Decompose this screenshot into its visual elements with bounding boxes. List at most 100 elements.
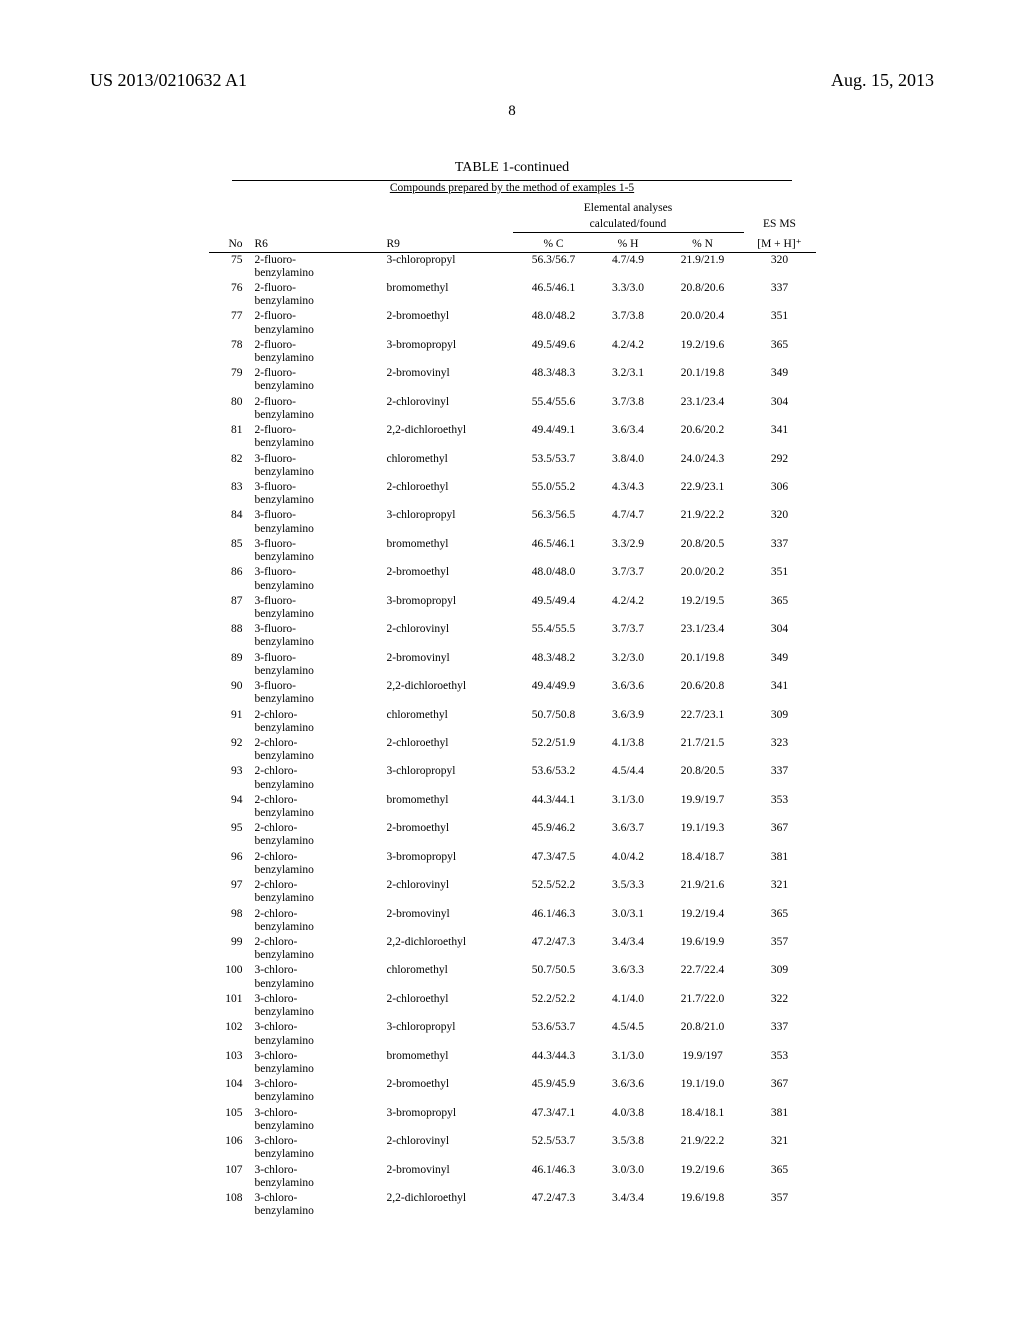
cell-r6: 2-chloro-benzylamino [249,793,381,821]
cell-r9: chloromethyl [381,452,513,480]
table-title: TABLE 1-continued [90,160,934,176]
cell-ph: 3.0/3.0 [595,1163,662,1191]
cell-ms: 365 [744,907,816,935]
cell-pn: 19.6/19.8 [662,1191,744,1219]
cell-r6: 2-chloro-benzylamino [249,764,381,792]
cell-r9: bromomethyl [381,793,513,821]
table-row: 762-fluoro-benzylaminobromomethyl46.5/46… [209,281,816,309]
patent-number: US 2013/0210632 A1 [90,70,247,91]
cell-pn: 19.2/19.4 [662,907,744,935]
cell-r6: 2-chloro-benzylamino [249,736,381,764]
cell-ms: 320 [744,508,816,536]
cell-pc: 49.4/49.9 [513,679,595,707]
cell-r9: 2-bromoethyl [381,1077,513,1105]
table-row: 912-chloro-benzylaminochloromethyl50.7/5… [209,708,816,736]
cell-pn: 21.7/21.5 [662,736,744,764]
table-row: 823-fluoro-benzylaminochloromethyl53.5/5… [209,452,816,480]
cell-r9: 3-bromopropyl [381,594,513,622]
cell-pc: 50.7/50.8 [513,708,595,736]
cell-ph: 4.2/4.2 [595,594,662,622]
table-row: 903-fluoro-benzylamino2,2-dichloroethyl4… [209,679,816,707]
cell-pc: 53.6/53.7 [513,1020,595,1048]
cell-ph: 4.1/4.0 [595,992,662,1020]
publication-date: Aug. 15, 2013 [831,70,934,91]
cell-r6: 3-fluoro-benzylamino [249,452,381,480]
cell-pn: 22.7/22.4 [662,963,744,991]
cell-ph: 3.7/3.8 [595,395,662,423]
cell-pc: 44.3/44.3 [513,1049,595,1077]
cell-pc: 48.3/48.3 [513,366,595,394]
cell-r9: 2-bromovinyl [381,366,513,394]
cell-pn: 20.8/20.5 [662,764,744,792]
cell-pc: 47.2/47.3 [513,935,595,963]
cell-no: 99 [209,935,249,963]
table-row: 1043-chloro-benzylamino2-bromoethyl45.9/… [209,1077,816,1105]
cell-r9: 3-bromopropyl [381,338,513,366]
cell-r9: 2-bromovinyl [381,651,513,679]
cell-r6: 3-fluoro-benzylamino [249,622,381,650]
compounds-table: Compounds prepared by the method of exam… [209,181,816,1219]
table-row: 982-chloro-benzylamino2-bromovinyl46.1/4… [209,907,816,935]
table-row: 833-fluoro-benzylamino2-chloroethyl55.0/… [209,480,816,508]
cell-ph: 4.1/3.8 [595,736,662,764]
cell-ph: 4.0/4.2 [595,850,662,878]
cell-pn: 21.9/21.6 [662,878,744,906]
cell-ph: 4.7/4.7 [595,508,662,536]
cell-pn: 23.1/23.4 [662,395,744,423]
cell-r9: 3-chloropropyl [381,252,513,281]
cell-pn: 20.8/21.0 [662,1020,744,1048]
cell-r9: 3-chloropropyl [381,1020,513,1048]
cell-r6: 3-fluoro-benzylamino [249,679,381,707]
cell-no: 97 [209,878,249,906]
cell-ms: 353 [744,1049,816,1077]
cell-ms: 320 [744,252,816,281]
cell-r6: 3-fluoro-benzylamino [249,480,381,508]
cell-pn: 18.4/18.1 [662,1106,744,1134]
cell-ph: 4.5/4.5 [595,1020,662,1048]
cell-pc: 53.5/53.7 [513,452,595,480]
table-row: 942-chloro-benzylaminobromomethyl44.3/44… [209,793,816,821]
cell-no: 89 [209,651,249,679]
cell-r6: 3-chloro-benzylamino [249,1049,381,1077]
table-row: 932-chloro-benzylamino3-chloropropyl53.6… [209,764,816,792]
cell-pc: 55.4/55.5 [513,622,595,650]
cell-ms: 337 [744,1020,816,1048]
cell-pn: 20.6/20.2 [662,423,744,451]
col-pc: % C [513,233,595,253]
cell-no: 106 [209,1134,249,1162]
cell-pn: 21.9/21.9 [662,252,744,281]
cell-r9: 2-chloroethyl [381,480,513,508]
cell-r9: 2-chloroethyl [381,992,513,1020]
cell-r6: 2-fluoro-benzylamino [249,309,381,337]
cell-pn: 20.8/20.6 [662,281,744,309]
cell-ph: 3.0/3.1 [595,907,662,935]
table-row: 863-fluoro-benzylamino2-bromoethyl48.0/4… [209,565,816,593]
col-ph: % H [595,233,662,253]
cell-r6: 2-chloro-benzylamino [249,708,381,736]
table-row: 1023-chloro-benzylamino3-chloropropyl53.… [209,1020,816,1048]
cell-r6: 3-chloro-benzylamino [249,1163,381,1191]
cell-pn: 21.9/22.2 [662,1134,744,1162]
cell-r6: 3-fluoro-benzylamino [249,594,381,622]
cell-r6: 3-fluoro-benzylamino [249,508,381,536]
cell-no: 87 [209,594,249,622]
cell-pc: 49.5/49.6 [513,338,595,366]
cell-pn: 19.2/19.5 [662,594,744,622]
cell-ms: 309 [744,963,816,991]
col-ms: [M + H]⁺ [744,233,816,253]
table-row: 792-fluoro-benzylamino2-bromovinyl48.3/4… [209,366,816,394]
cell-r9: chloromethyl [381,708,513,736]
cell-r9: 2-chlorovinyl [381,395,513,423]
cell-r9: 2-bromoethyl [381,565,513,593]
cell-r6: 3-fluoro-benzylamino [249,651,381,679]
cell-ms: 381 [744,850,816,878]
cell-no: 95 [209,821,249,849]
cell-pn: 20.0/20.4 [662,309,744,337]
cell-r6: 2-fluoro-benzylamino [249,281,381,309]
cell-ms: 351 [744,565,816,593]
table-row: 952-chloro-benzylamino2-bromoethyl45.9/4… [209,821,816,849]
cell-pc: 52.2/52.2 [513,992,595,1020]
cell-pn: 20.8/20.5 [662,537,744,565]
cell-r9: 2,2-dichloroethyl [381,679,513,707]
cell-pc: 56.3/56.7 [513,252,595,281]
